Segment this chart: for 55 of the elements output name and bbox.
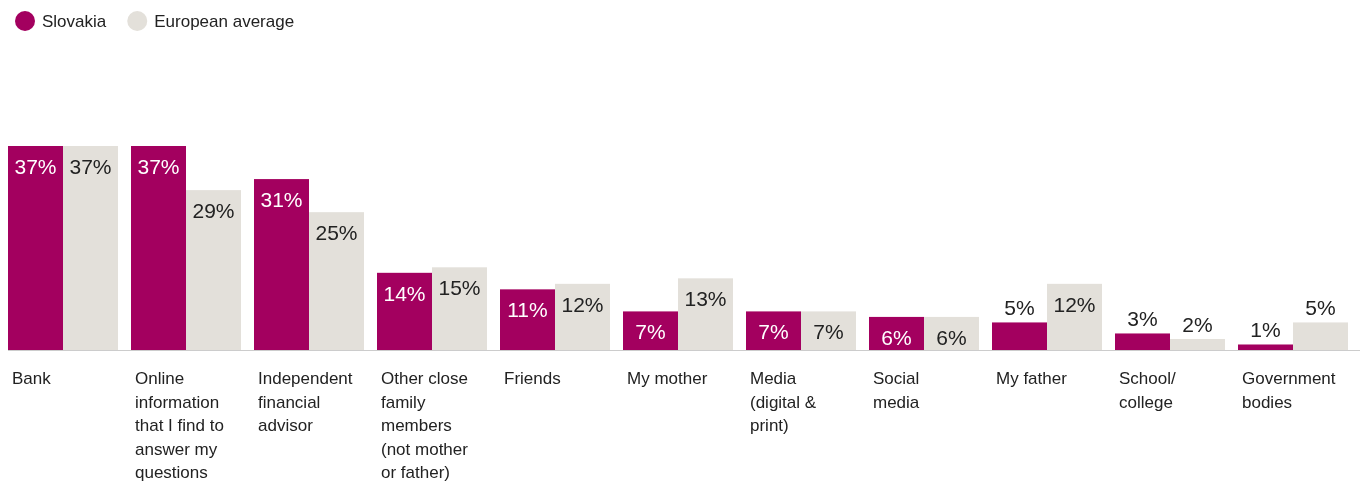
data-label: 15% <box>438 276 481 300</box>
data-label: 2% <box>1182 312 1213 336</box>
bar <box>254 179 309 350</box>
bar <box>1238 344 1293 350</box>
bar <box>1170 338 1225 350</box>
data-label: 5% <box>1004 296 1035 320</box>
bar <box>186 190 241 350</box>
bar <box>992 322 1047 350</box>
bar <box>63 146 118 350</box>
bar <box>500 289 555 350</box>
data-label: 1% <box>1250 318 1281 342</box>
data-label: 3% <box>1127 307 1158 331</box>
data-label: 14% <box>383 281 426 305</box>
data-label: 12% <box>561 292 604 316</box>
bar <box>1115 333 1170 350</box>
x-tick-label: Friends <box>504 369 561 388</box>
data-label: 5% <box>1305 296 1336 320</box>
data-label: 37% <box>14 155 57 178</box>
data-label: 7% <box>758 320 789 344</box>
bar <box>377 272 432 350</box>
bar <box>309 212 364 350</box>
bar <box>131 146 186 350</box>
data-label: 12% <box>1053 292 1096 316</box>
data-label: 31% <box>260 188 303 212</box>
data-label: 37% <box>69 155 112 178</box>
bar <box>1293 322 1348 350</box>
bar <box>555 283 610 350</box>
data-label: 7% <box>813 320 844 344</box>
legend-label: Slovakia <box>42 12 107 31</box>
data-label: 7% <box>635 320 666 344</box>
x-tick-label: School/ college <box>1119 369 1176 412</box>
x-tick-label: Other close family members (not mother or father) <box>381 369 469 482</box>
x-tick-label: Independent financial advisor <box>258 369 353 435</box>
data-label: 29% <box>192 199 235 223</box>
x-tick-label: Online information that I find to answer my questions <box>135 369 224 482</box>
bar <box>801 311 856 350</box>
bar <box>623 311 678 350</box>
bar <box>678 278 733 350</box>
x-tick-label: My mother <box>627 369 708 388</box>
data-label: 6% <box>936 325 967 349</box>
x-tick-label: Media (digital & print) <box>750 369 817 435</box>
x-tick-label: Social media <box>873 369 920 412</box>
x-tick-label: Government bodies <box>1242 369 1336 412</box>
x-tick-label: My father <box>996 369 1068 388</box>
data-label: 37% <box>137 155 180 178</box>
x-tick-label: Bank <box>12 369 52 388</box>
data-label: 11% <box>507 298 548 322</box>
legend-label: European average <box>154 12 295 31</box>
bar <box>1047 283 1102 350</box>
bar <box>8 146 63 350</box>
data-label: 25% <box>315 221 358 245</box>
bar <box>746 311 801 350</box>
data-label: 13% <box>684 287 727 311</box>
bar <box>432 267 487 350</box>
data-label: 6% <box>881 325 912 349</box>
